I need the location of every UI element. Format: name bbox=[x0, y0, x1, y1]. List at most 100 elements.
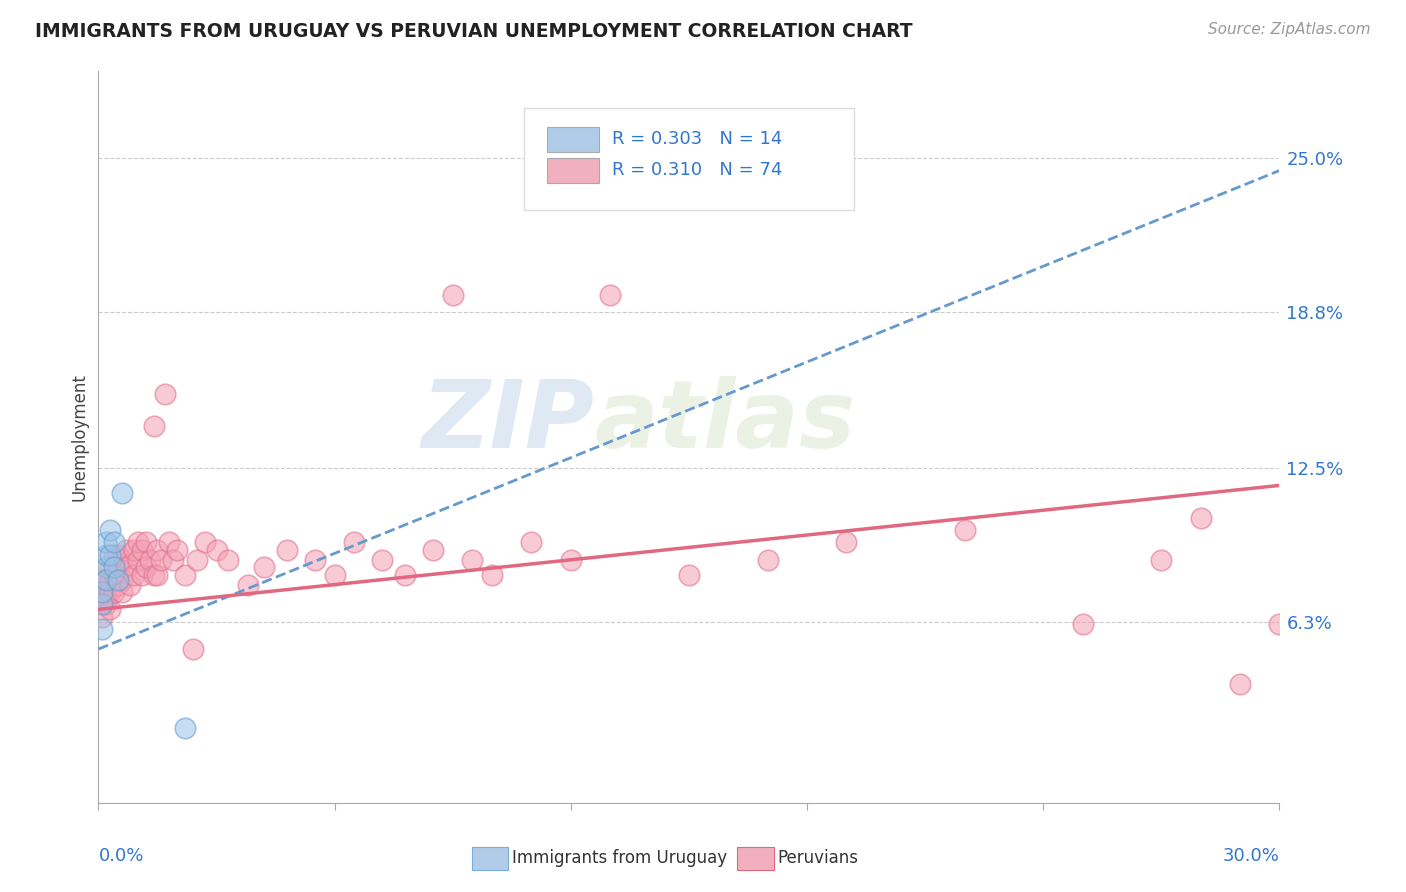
Point bbox=[520, 535, 543, 549]
FancyBboxPatch shape bbox=[523, 108, 855, 211]
Point bbox=[186, 553, 208, 567]
Text: R = 0.310   N = 74: R = 0.310 N = 74 bbox=[612, 161, 783, 179]
Point bbox=[371, 553, 394, 567]
Point bbox=[323, 567, 346, 582]
Point bbox=[96, 560, 118, 574]
Point bbox=[91, 573, 114, 587]
Point bbox=[111, 486, 134, 500]
Text: 0.0%: 0.0% bbox=[98, 847, 143, 865]
Point bbox=[236, 577, 259, 591]
Point bbox=[181, 642, 204, 657]
Point bbox=[98, 548, 121, 562]
Point bbox=[1268, 617, 1291, 632]
Point bbox=[1071, 617, 1094, 632]
Point bbox=[205, 542, 228, 557]
Point bbox=[111, 585, 134, 599]
Point bbox=[115, 542, 138, 557]
Point bbox=[756, 553, 779, 567]
Point bbox=[98, 602, 121, 616]
Point bbox=[1150, 553, 1173, 567]
Point bbox=[96, 573, 118, 587]
Point bbox=[91, 598, 114, 612]
Text: Peruvians: Peruvians bbox=[778, 848, 859, 867]
Point bbox=[1189, 510, 1212, 524]
Point bbox=[127, 535, 149, 549]
Point bbox=[394, 567, 416, 582]
Point bbox=[441, 287, 464, 301]
Text: ZIP: ZIP bbox=[422, 376, 595, 468]
Point bbox=[91, 610, 114, 624]
Point bbox=[422, 542, 444, 557]
Point bbox=[122, 542, 145, 557]
Point bbox=[122, 567, 145, 582]
Point bbox=[96, 585, 118, 599]
Point bbox=[835, 535, 858, 549]
Point bbox=[142, 418, 165, 433]
Point bbox=[131, 567, 153, 582]
Point bbox=[103, 535, 125, 549]
Point bbox=[481, 567, 503, 582]
Text: Immigrants from Uruguay: Immigrants from Uruguay bbox=[512, 848, 727, 867]
Point bbox=[276, 542, 298, 557]
Point bbox=[461, 553, 484, 567]
Point bbox=[217, 553, 239, 567]
Point bbox=[174, 567, 197, 582]
Point bbox=[103, 567, 125, 582]
Point bbox=[162, 553, 184, 567]
Point bbox=[98, 560, 121, 574]
Point bbox=[96, 598, 118, 612]
Text: atlas: atlas bbox=[595, 376, 856, 468]
Point bbox=[560, 553, 582, 567]
Point bbox=[135, 560, 157, 574]
Point bbox=[127, 553, 149, 567]
Point bbox=[304, 553, 326, 567]
Text: Source: ZipAtlas.com: Source: ZipAtlas.com bbox=[1208, 22, 1371, 37]
Point bbox=[98, 585, 121, 599]
Point bbox=[111, 573, 134, 587]
FancyBboxPatch shape bbox=[471, 847, 508, 870]
Point bbox=[1229, 677, 1251, 691]
Point bbox=[103, 560, 125, 574]
Point bbox=[142, 567, 165, 582]
FancyBboxPatch shape bbox=[737, 847, 773, 870]
Point bbox=[135, 535, 157, 549]
Point bbox=[96, 535, 118, 549]
Point bbox=[157, 535, 180, 549]
Point bbox=[96, 548, 118, 562]
FancyBboxPatch shape bbox=[547, 158, 599, 183]
Point bbox=[107, 573, 129, 587]
Point bbox=[115, 560, 138, 574]
Point bbox=[343, 535, 366, 549]
Point bbox=[96, 592, 118, 607]
Point bbox=[107, 548, 129, 562]
Point bbox=[98, 523, 121, 537]
Text: 30.0%: 30.0% bbox=[1223, 847, 1279, 865]
Point bbox=[103, 548, 125, 562]
Point bbox=[678, 567, 700, 582]
Point bbox=[118, 577, 141, 591]
Point bbox=[166, 542, 188, 557]
Point bbox=[253, 560, 276, 574]
Point bbox=[150, 553, 173, 567]
Point bbox=[131, 542, 153, 557]
Text: IMMIGRANTS FROM URUGUAY VS PERUVIAN UNEMPLOYMENT CORRELATION CHART: IMMIGRANTS FROM URUGUAY VS PERUVIAN UNEM… bbox=[35, 22, 912, 41]
Point bbox=[155, 386, 177, 401]
Text: R = 0.303   N = 14: R = 0.303 N = 14 bbox=[612, 130, 783, 148]
Point bbox=[146, 542, 169, 557]
Point bbox=[953, 523, 976, 537]
Point bbox=[194, 535, 217, 549]
Point bbox=[103, 585, 125, 599]
Point bbox=[599, 287, 621, 301]
Point bbox=[118, 558, 141, 572]
Point bbox=[174, 722, 197, 736]
Point bbox=[107, 577, 129, 591]
Point bbox=[107, 560, 129, 574]
Point bbox=[91, 622, 114, 636]
Point bbox=[91, 585, 114, 599]
Point bbox=[96, 573, 118, 587]
Point bbox=[146, 567, 169, 582]
Y-axis label: Unemployment: Unemployment bbox=[70, 373, 89, 501]
Point bbox=[138, 553, 160, 567]
Point bbox=[91, 585, 114, 599]
Point bbox=[111, 553, 134, 567]
